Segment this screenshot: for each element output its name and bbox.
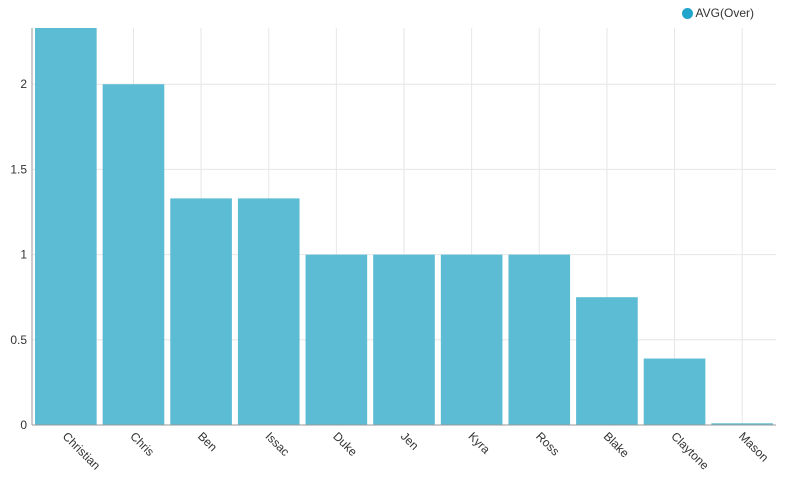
bar-mason[interactable] — [711, 423, 773, 425]
x-tick-label: Ben — [195, 429, 220, 454]
y-tick-label: 0 — [20, 418, 27, 432]
y-tick-label: 2 — [20, 77, 27, 91]
legend-label: AVG(Over) — [695, 6, 754, 20]
x-tick-label: Ross — [533, 429, 562, 458]
x-tick-label: Kyra — [466, 429, 494, 457]
x-tick-label: Jen — [398, 429, 422, 453]
bar-kyra[interactable] — [440, 254, 503, 425]
y-tick-label: 0.5 — [10, 333, 27, 347]
bar-chris[interactable] — [102, 84, 165, 425]
y-tick-label: 1.5 — [10, 162, 27, 176]
bar-jen[interactable] — [373, 254, 435, 425]
bar-issac[interactable] — [237, 198, 300, 425]
bar-blake[interactable] — [576, 297, 638, 425]
bar-christian[interactable] — [35, 28, 97, 425]
x-tick-label: Issac — [263, 429, 293, 459]
x-tick-label: Duke — [330, 429, 360, 459]
x-tick-label: Chris — [127, 429, 157, 459]
x-tick-label: Blake — [601, 429, 632, 460]
x-tick-label: Claytone — [668, 429, 712, 473]
y-tick-label: 1 — [20, 248, 27, 262]
bar-duke[interactable] — [305, 254, 368, 425]
bar-ross[interactable] — [508, 254, 571, 425]
bar-ben[interactable] — [170, 198, 232, 425]
x-tick-label: Christian — [60, 429, 103, 472]
x-tick-label: Mason — [736, 429, 771, 464]
bar-claytone[interactable] — [643, 358, 706, 425]
legend[interactable]: AVG(Over) — [681, 6, 754, 20]
legend-swatch — [681, 7, 693, 19]
